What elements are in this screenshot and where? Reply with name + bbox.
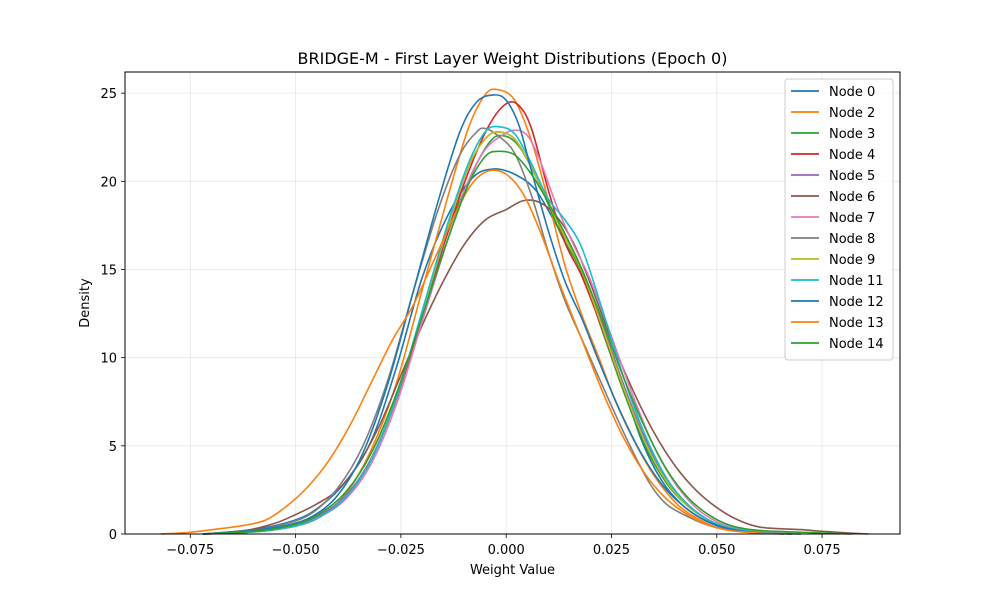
grid: [125, 72, 900, 535]
series-line-node-5: [202, 131, 793, 535]
legend-label-node-0: Node 0: [829, 85, 875, 100]
series-line-node-11: [202, 125, 793, 535]
legend-label-node-2: Node 2: [829, 106, 875, 121]
x-tick-label: 0.050: [698, 543, 735, 558]
chart-title: BRIDGE-M - First Layer Weight Distributi…: [298, 49, 728, 68]
legend-label-node-14: Node 14: [829, 337, 884, 352]
series-line-node-3: [202, 134, 793, 535]
plot-frame: [124, 71, 901, 535]
series-line-node-7: [202, 129, 802, 535]
y-tick-label: 10: [100, 352, 117, 367]
legend-label-node-9: Node 9: [829, 253, 875, 268]
legend-label-node-11: Node 11: [829, 274, 884, 289]
axis-ticks: −0.075 −0.050 −0.025 0.000 0.025 0.050 0.075 0 5…: [100, 87, 840, 558]
series-lines: [160, 88, 869, 535]
y-axis-label: Density: [78, 278, 93, 328]
x-axis-label: Weight Value: [470, 563, 555, 578]
series-line-node-2: [202, 88, 793, 535]
y-tick-label: 15: [100, 263, 117, 278]
legend-label-node-13: Node 13: [829, 316, 884, 331]
legend-label-node-3: Node 3: [829, 127, 875, 142]
legend-box: [784, 78, 894, 361]
y-tick-label: 25: [100, 87, 117, 102]
x-tick-label: 0.025: [593, 543, 630, 558]
series-line-node-14: [202, 150, 852, 535]
series-line-node-0: [202, 168, 802, 535]
y-tick-label: 20: [100, 175, 117, 190]
legend-label-node-6: Node 6: [829, 190, 875, 205]
x-tick-label: −0.075: [166, 543, 214, 558]
legend-label-node-8: Node 8: [829, 232, 875, 247]
x-tick-label: −0.050: [272, 543, 320, 558]
legend-label-node-7: Node 7: [829, 211, 875, 226]
legend: Node 0 Node 2 Node 3 Node 4 Node 5 Node 6 Node…: [784, 78, 894, 361]
series-line-node-9: [202, 131, 793, 535]
series-line-node-4: [202, 100, 793, 535]
series-line-node-12: [202, 94, 785, 535]
series-line-node-13: [160, 169, 785, 535]
y-tick-label: 5: [109, 440, 117, 455]
legend-label-node-4: Node 4: [829, 148, 875, 163]
x-tick-label: −0.025: [377, 543, 425, 558]
series-line-node-8: [202, 127, 793, 535]
legend-label-node-12: Node 12: [829, 295, 884, 310]
series-line-node-6: [202, 199, 869, 535]
x-tick-label: 0.000: [488, 543, 525, 558]
legend-label-node-5: Node 5: [829, 169, 875, 184]
x-tick-label: 0.075: [803, 543, 840, 558]
y-tick-label: 0: [109, 528, 117, 543]
